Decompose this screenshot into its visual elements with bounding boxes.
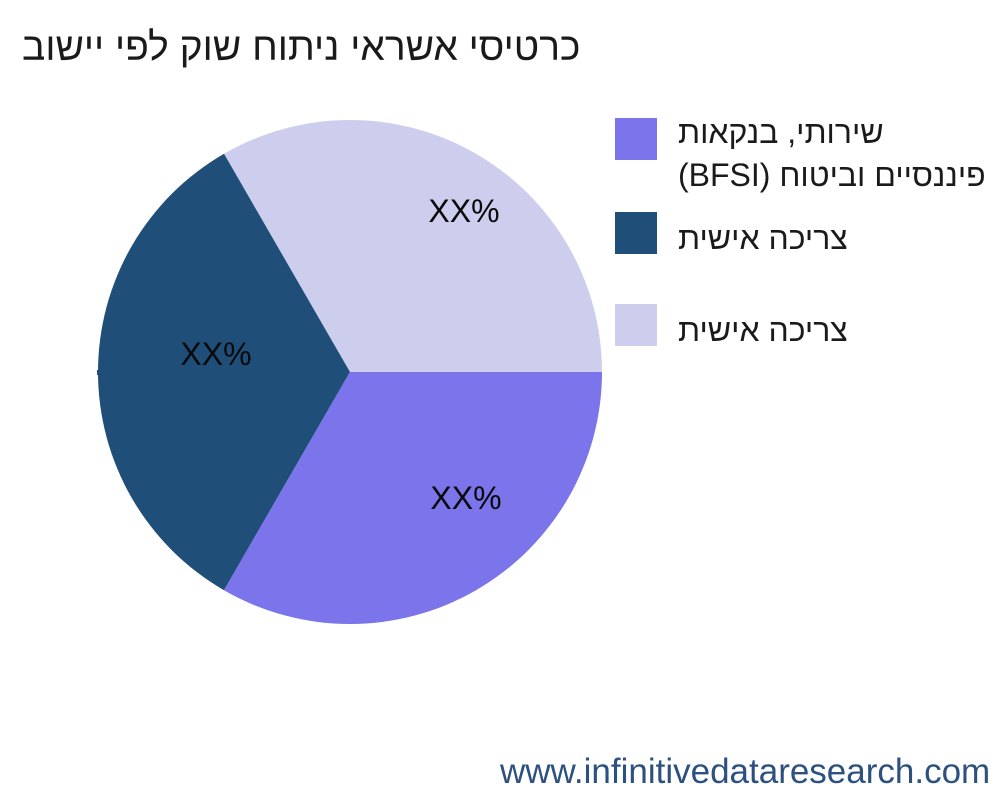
svg-text:XX%: XX%: [428, 193, 499, 229]
svg-text:XX%: XX%: [180, 336, 251, 372]
svg-text:XX%: XX%: [430, 480, 501, 516]
